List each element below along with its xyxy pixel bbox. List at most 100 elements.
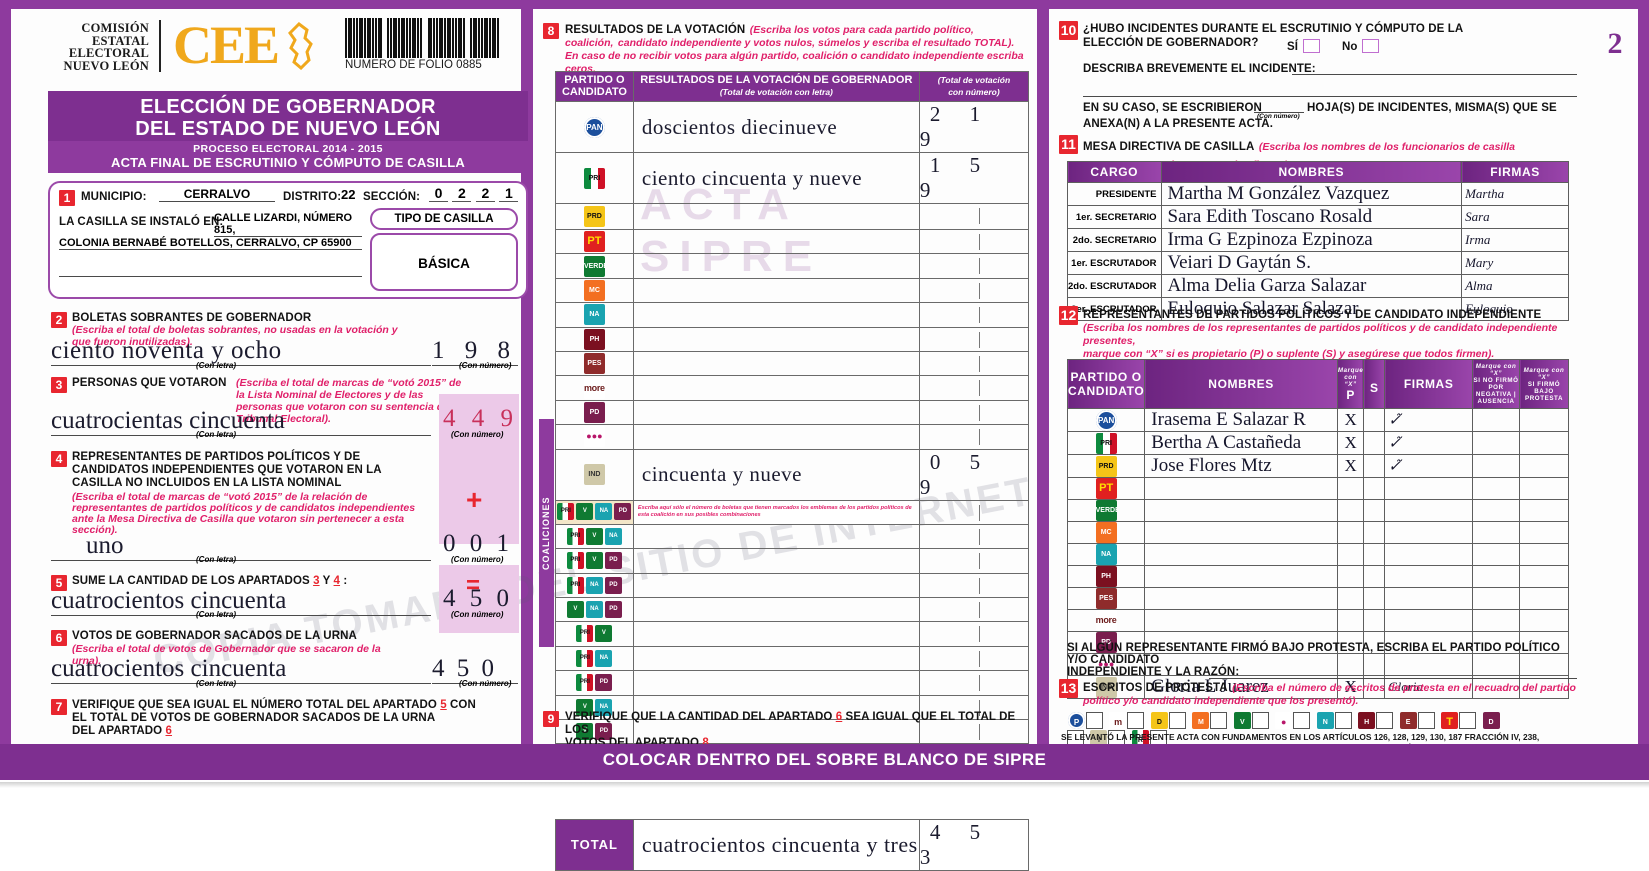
municipio-value[interactable]: CERRALVO xyxy=(159,187,275,202)
table-row[interactable]: VERDE xyxy=(1066,499,1569,522)
table-row[interactable]: PRI V NA PD Escriba aquí sólo el número de … xyxy=(555,499,1030,525)
rep-s-verde[interactable] xyxy=(1363,499,1386,522)
rep-p-mc[interactable] xyxy=(1336,521,1365,544)
section-3-digits-field[interactable]: 4 4 9 xyxy=(443,405,519,433)
si-checkbox[interactable] xyxy=(1302,38,1320,53)
votes-digits-pt[interactable] xyxy=(918,228,1030,255)
votes-letters-independiente[interactable]: cincuenta y nueve xyxy=(632,448,920,501)
rep-name-pan[interactable]: Irasema E Salazar R xyxy=(1144,408,1338,432)
votes-letters-coalition-7[interactable] xyxy=(632,645,920,672)
table-row[interactable]: PD xyxy=(1066,631,1569,654)
rep-p-independiente[interactable]: X xyxy=(1336,675,1365,699)
nombre-2do-secretario[interactable]: Irma G Ezpinoza Ezpinoza xyxy=(1160,228,1463,252)
rep-firma-pan[interactable]: ✓̃ xyxy=(1384,408,1474,432)
protest-reason-field[interactable] xyxy=(1209,666,1577,679)
section-2-digits-field[interactable]: 1 9 8 xyxy=(432,337,518,366)
nombre-3er-escrutador[interactable]: Euloquio Salazar Salazar xyxy=(1160,297,1463,321)
votes-digits-pan[interactable]: 2 1 9 xyxy=(918,101,1030,153)
rep-protesta-verde[interactable] xyxy=(1519,499,1569,522)
table-row[interactable]: PRI PD xyxy=(555,670,1030,696)
rep-firma-verde[interactable] xyxy=(1384,499,1474,522)
table-row[interactable]: PRI V PD xyxy=(555,548,1030,574)
votes-digits-morena[interactable] xyxy=(918,375,1030,401)
rep-nofirmo-ph[interactable] xyxy=(1472,565,1521,588)
table-row[interactable]: PT xyxy=(1066,477,1569,500)
table-row[interactable]: PRI NA PD xyxy=(555,572,1030,599)
rep-nofirmo-pes[interactable] xyxy=(1472,587,1521,610)
votes-digits-coalition-1[interactable] xyxy=(918,499,1030,525)
votes-digits-pes[interactable] xyxy=(918,350,1030,377)
votes-letters-coalition-3[interactable] xyxy=(632,548,920,574)
votes-letters-pd[interactable] xyxy=(632,399,920,426)
rep-name-pes[interactable] xyxy=(1144,587,1338,610)
rep-name-mc[interactable] xyxy=(1144,521,1338,544)
rep-nofirmo-mc[interactable] xyxy=(1472,521,1521,544)
votes-digits-coalition-6[interactable] xyxy=(918,621,1030,647)
rep-nofirmo-pri[interactable] xyxy=(1472,431,1521,455)
table-row[interactable]: 3er. ESCRUTADOR Euloquio Salazar Salazar… xyxy=(1067,297,1569,321)
protesta-box-pan[interactable] xyxy=(1086,712,1103,730)
votes-letters-mc[interactable] xyxy=(632,277,920,304)
votes-digits-coalition-4[interactable] xyxy=(918,572,1030,599)
table-row[interactable]: PRD xyxy=(555,203,1030,230)
rep-protesta-prd[interactable] xyxy=(1519,454,1569,478)
votes-letters-coalition-2[interactable] xyxy=(632,523,920,550)
firma-1er-secretario[interactable]: Sara xyxy=(1461,205,1569,229)
nombre-presidente[interactable]: Martha M González Vazquez xyxy=(1160,182,1463,206)
protesta-box-prd[interactable] xyxy=(1168,712,1186,730)
table-row[interactable]: PRD Jose Flores Mtz X ✓̃ xyxy=(1066,454,1569,478)
rep-s-morena[interactable] xyxy=(1363,609,1386,632)
rep-protesta-morena[interactable] xyxy=(1519,609,1569,632)
rep-name-prd[interactable]: Jose Flores Mtz xyxy=(1144,454,1338,478)
rep-name-verde[interactable] xyxy=(1144,499,1338,522)
rep-protesta-pan[interactable] xyxy=(1519,408,1569,432)
rep-s-pt[interactable] xyxy=(1363,477,1386,500)
table-row[interactable]: NA xyxy=(555,302,1030,328)
rep-protesta-ph[interactable] xyxy=(1519,565,1569,588)
rep-nofirmo-independiente[interactable] xyxy=(1472,675,1521,699)
rep-p-ph[interactable] xyxy=(1336,565,1365,588)
votes-digits-coalition-2[interactable] xyxy=(918,523,1030,550)
votes-letters-pri[interactable]: ciento cincuenta y nueve xyxy=(632,152,920,204)
incident-description-line-1[interactable] xyxy=(1292,61,1577,75)
rep-protesta-pri[interactable] xyxy=(1519,431,1569,455)
votes-letters-coalition-8[interactable] xyxy=(632,670,920,696)
votes-letters-na[interactable] xyxy=(632,302,920,328)
table-row[interactable]: PES xyxy=(1066,587,1569,610)
rep-nofirmo-morena[interactable] xyxy=(1472,609,1521,632)
votes-digits-coalition-5[interactable] xyxy=(918,597,1030,623)
votes-digits-pri[interactable]: 1 5 9 xyxy=(918,152,1030,204)
votes-letters-coalition-4[interactable] xyxy=(632,572,920,599)
votes-digits-coalition-3[interactable] xyxy=(918,548,1030,574)
address-line-3-blank[interactable] xyxy=(59,261,362,277)
rep-name-ph[interactable] xyxy=(1144,565,1338,588)
table-row[interactable]: PRI V NA xyxy=(555,523,1030,550)
table-row[interactable]: ●●● xyxy=(555,424,1030,450)
rep-p-pt[interactable] xyxy=(1336,477,1365,500)
nombre-2do-escrutador[interactable]: Alma Delia Garza Salazar xyxy=(1160,274,1463,298)
table-row[interactable]: 1er. ESCRUTADOR Veiari D Gaytán S. Mary xyxy=(1067,251,1569,275)
table-row[interactable]: PH xyxy=(555,326,1030,352)
votes-digits-prd[interactable] xyxy=(918,203,1030,230)
rep-name-pt[interactable] xyxy=(1144,477,1338,500)
table-row[interactable]: PD xyxy=(555,399,1030,426)
rep-protesta-pt[interactable] xyxy=(1519,477,1569,500)
rep-protesta-na[interactable] xyxy=(1519,543,1569,566)
table-row[interactable]: IND cincuenta y nueve 0 5 9 xyxy=(555,448,1030,501)
table-row[interactable]: morena xyxy=(1066,609,1569,632)
votes-letters-pt[interactable] xyxy=(632,228,920,255)
section-5-letters-field[interactable]: cuatrocientos cincuenta xyxy=(51,587,431,616)
votes-letters-morena[interactable] xyxy=(632,375,920,401)
votes-digits-coalition-8[interactable] xyxy=(918,670,1030,696)
rep-firma-independiente[interactable]: Gloria xyxy=(1384,675,1474,699)
rep-firma-pes[interactable] xyxy=(1384,587,1474,610)
rep-nofirmo-pt[interactable] xyxy=(1472,477,1521,500)
table-row[interactable]: V PD xyxy=(555,719,1030,745)
rep-firma-pri[interactable]: ✓̃ xyxy=(1384,431,1474,455)
rep-s-mc[interactable] xyxy=(1363,521,1386,544)
votes-letters-pes[interactable] xyxy=(632,350,920,377)
rep-p-pes[interactable] xyxy=(1336,587,1365,610)
rep-firma-mc[interactable] xyxy=(1384,521,1474,544)
rep-firma-ph[interactable] xyxy=(1384,565,1474,588)
table-row[interactable]: PRI NA xyxy=(555,645,1030,672)
